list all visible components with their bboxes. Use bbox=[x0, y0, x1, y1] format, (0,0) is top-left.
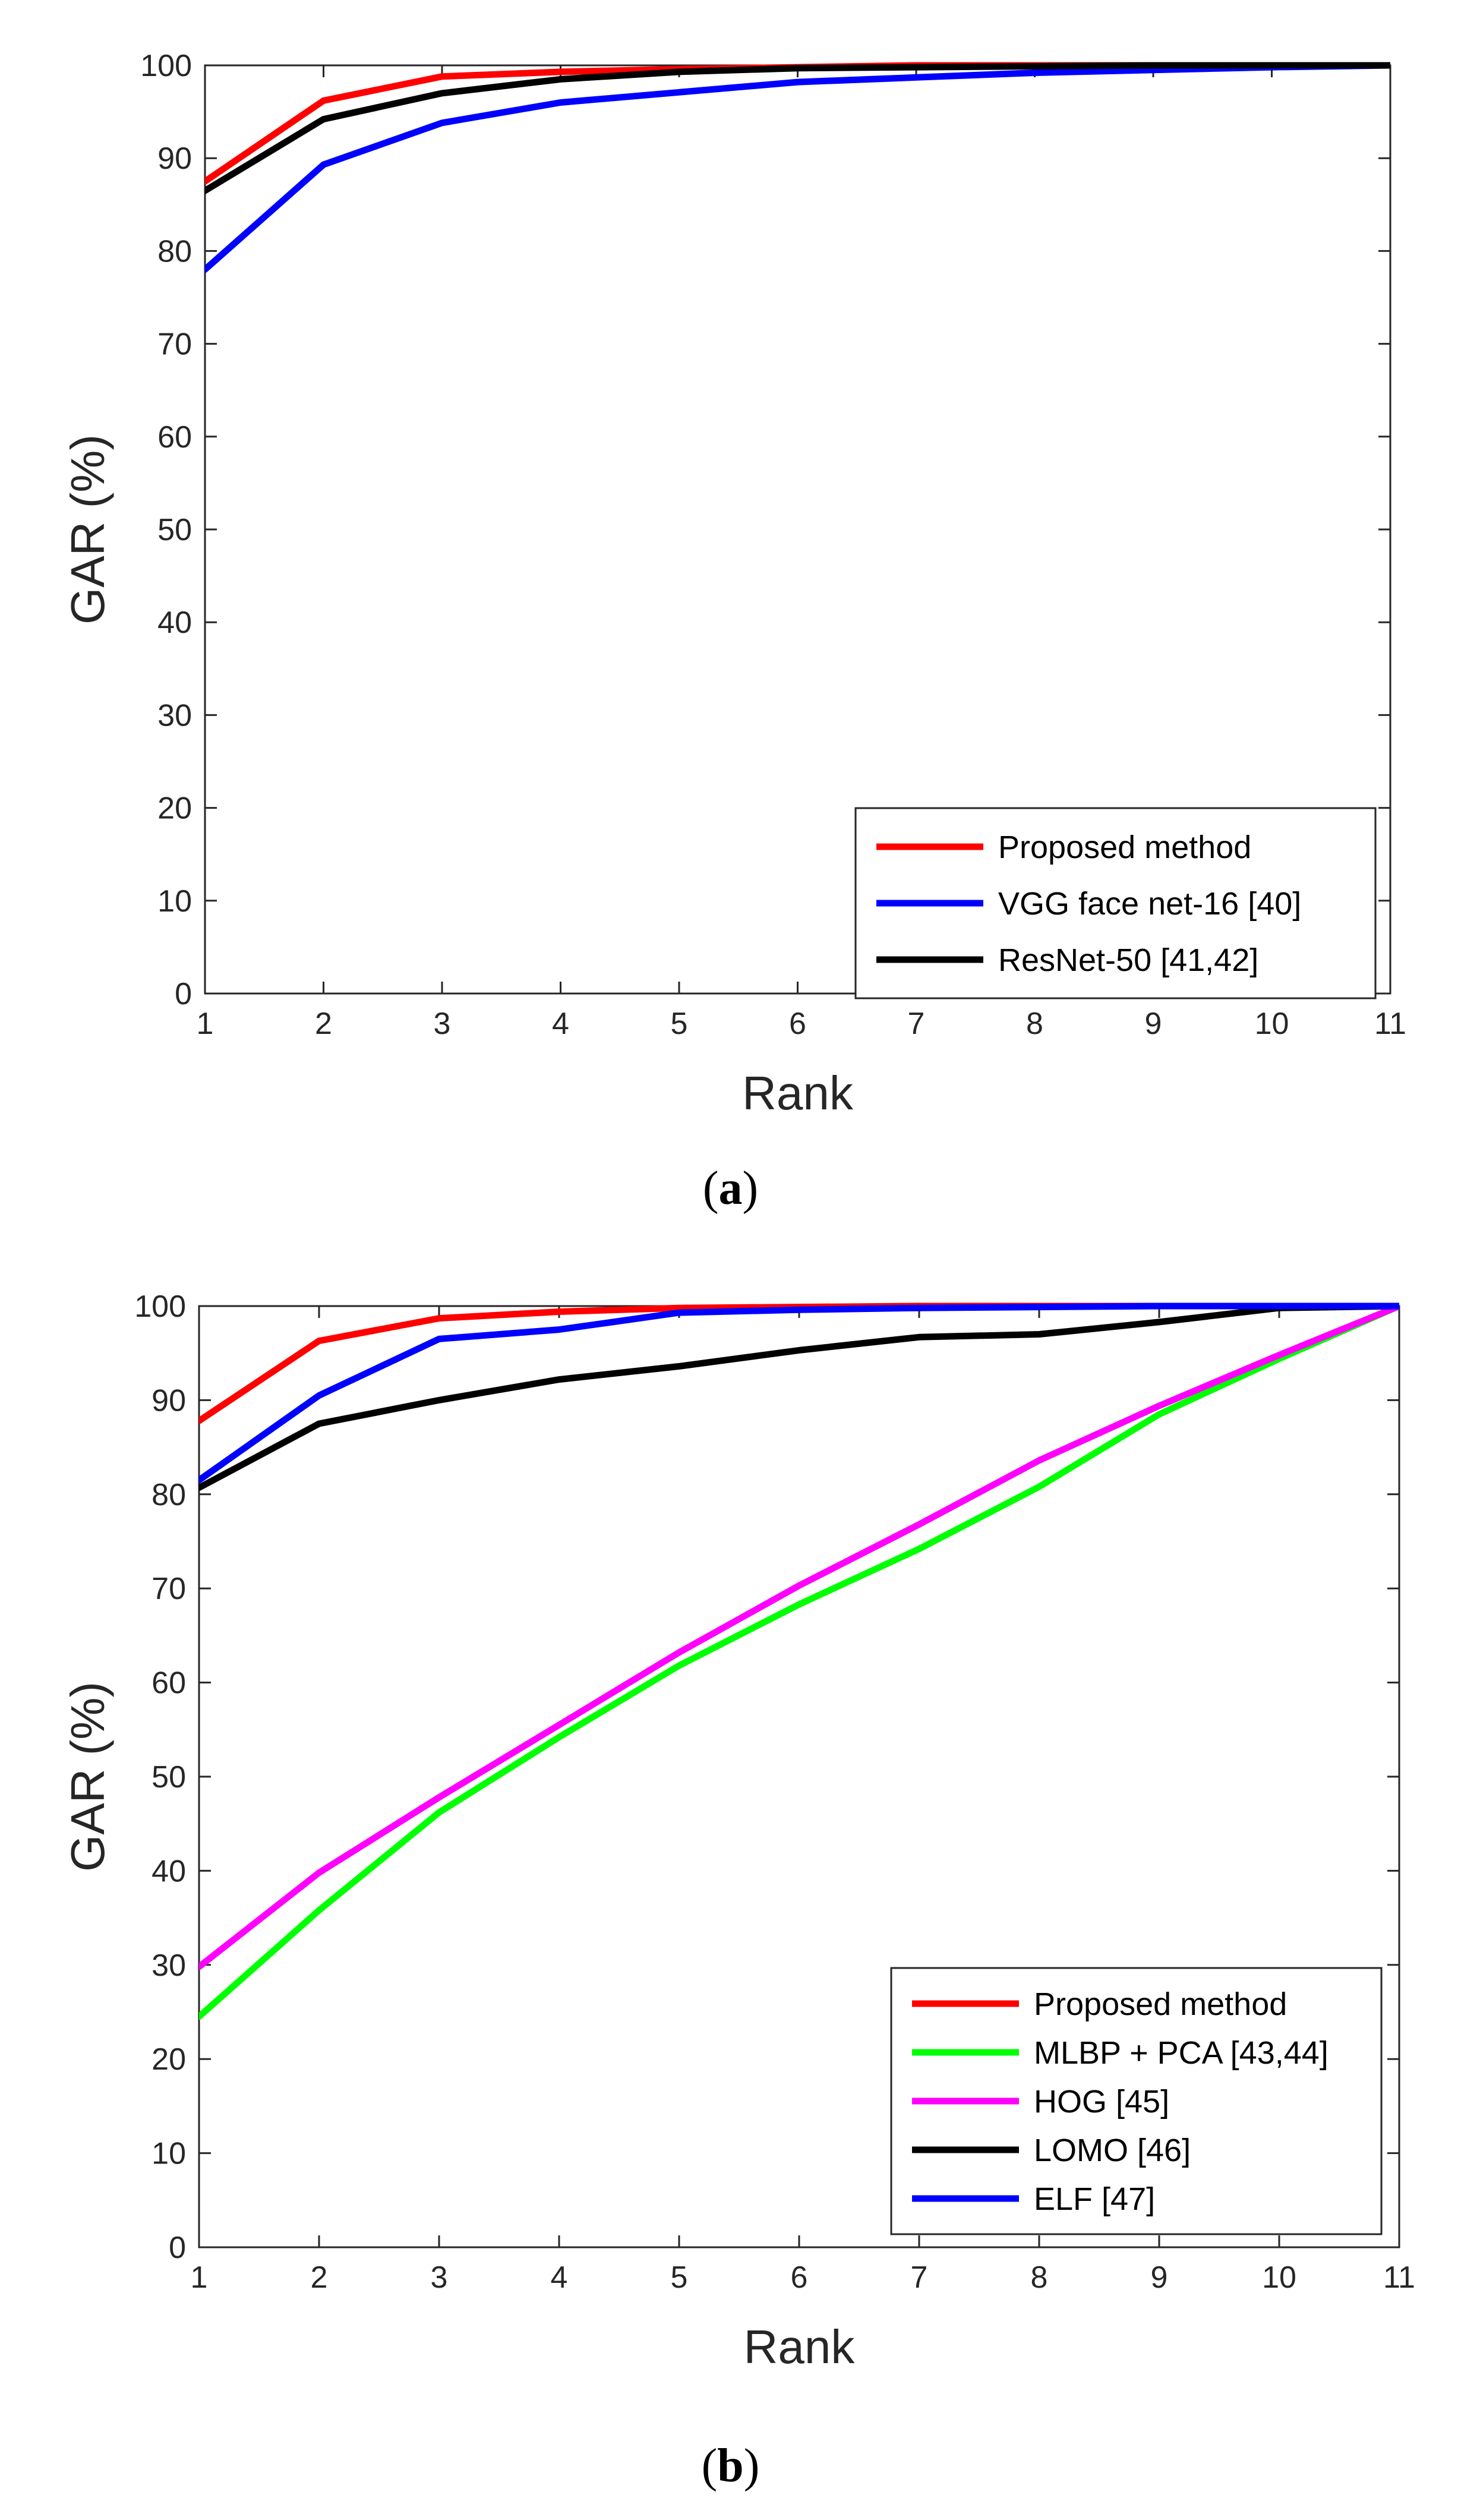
x-tick-label: 7 bbox=[908, 1007, 925, 1041]
y-tick-label: 80 bbox=[152, 1478, 186, 1512]
y-tick-label: 60 bbox=[152, 1666, 186, 1701]
x-axis-title: Rank bbox=[742, 1067, 854, 1119]
y-axis-title: GAR (%) bbox=[61, 1682, 114, 1872]
y-tick-label: 50 bbox=[157, 513, 192, 547]
x-tick-label: 2 bbox=[311, 2260, 328, 2295]
legend-label: LOMO [46] bbox=[1034, 2133, 1191, 2168]
y-tick-label: 30 bbox=[152, 1948, 186, 1983]
x-tick-label: 4 bbox=[552, 1007, 569, 1041]
x-tick-label: 11 bbox=[1374, 1007, 1406, 1041]
series-line bbox=[199, 1302, 1399, 2020]
y-tick-label: 80 bbox=[157, 234, 192, 269]
chart-b-svg: 1 2 3 4 5 6 7 8 9 10 11 0 10 20 30 40 50 60 70 80 90 100 Rank G… bbox=[61, 1289, 1415, 2373]
series-line bbox=[205, 62, 1390, 194]
y-tick-label: 60 bbox=[157, 420, 192, 455]
x-tick-label: 1 bbox=[197, 1007, 214, 1041]
series-line bbox=[199, 1302, 1399, 1970]
legend-label: VGG face net-16 [40] bbox=[998, 886, 1301, 922]
legend-label: ResNet-50 [41,42] bbox=[998, 942, 1258, 978]
legend-label: HOG [45] bbox=[1034, 2084, 1169, 2120]
y-tick-label: 10 bbox=[157, 884, 192, 919]
y-tick-label: 70 bbox=[152, 1572, 186, 1606]
y-tick-label: 10 bbox=[152, 2137, 186, 2171]
x-tick-label: 8 bbox=[1026, 1007, 1043, 1041]
x-tick-label: 1 bbox=[191, 2260, 208, 2295]
series-line bbox=[199, 1302, 1399, 1491]
y-tick-label: 100 bbox=[140, 49, 192, 83]
chart-panel-b: 1 2 3 4 5 6 7 8 9 10 11 0 10 20 30 40 50 60 70 80 90 100 Rank G… bbox=[0, 1260, 1461, 2520]
x-tick-label: 7 bbox=[911, 2260, 928, 2295]
x-tick-label: 9 bbox=[1145, 1007, 1162, 1041]
y-tick-label: 0 bbox=[175, 977, 192, 1011]
y-tick-label: 100 bbox=[134, 1289, 186, 1324]
x-tick-label: 4 bbox=[551, 2260, 568, 2295]
x-tick-label: 10 bbox=[1255, 1007, 1289, 1041]
y-tick-label: 90 bbox=[157, 141, 192, 176]
x-tick-label: 5 bbox=[671, 1007, 688, 1041]
x-tick-label: 9 bbox=[1151, 2260, 1168, 2295]
series-line bbox=[205, 62, 1390, 273]
x-tick-label: 2 bbox=[315, 1007, 332, 1041]
series-line bbox=[199, 1302, 1399, 1484]
y-tick-label: 50 bbox=[152, 1760, 186, 1794]
caption-b: (b) bbox=[701, 2440, 760, 2492]
chart-panel-a: 1 2 3 4 5 6 7 8 9 10 11 0 10 20 30 40 50 60 70 80 90 100 Rank G… bbox=[61, 49, 1406, 1215]
y-tick-label: 20 bbox=[157, 791, 192, 826]
x-tick-label: 10 bbox=[1262, 2260, 1296, 2295]
y-tick-label: 90 bbox=[152, 1383, 186, 1418]
caption-a: (a) bbox=[702, 1162, 759, 1215]
y-tick-label: 40 bbox=[152, 1854, 186, 1888]
legend-label: Proposed method bbox=[998, 830, 1251, 865]
x-tick-label: 6 bbox=[789, 1007, 806, 1041]
x-tick-label: 3 bbox=[431, 2260, 448, 2295]
chart-a-svg: 1 2 3 4 5 6 7 8 9 10 11 0 10 20 30 40 50 60 70 80 90 100 Rank G… bbox=[61, 49, 1406, 1119]
y-tick-label: 0 bbox=[169, 2231, 186, 2265]
series-group bbox=[199, 1302, 1399, 2020]
legend-label: Proposed method bbox=[1034, 1986, 1287, 2022]
x-tick-label: 8 bbox=[1031, 2260, 1048, 2295]
y-axis-title: GAR (%) bbox=[61, 434, 114, 625]
x-axis-title: Rank bbox=[744, 2320, 856, 2373]
y-tick-label: 30 bbox=[157, 698, 192, 733]
y-tick-label: 70 bbox=[157, 327, 192, 362]
legend-label: ELF [47] bbox=[1034, 2181, 1155, 2217]
x-tick-label: 6 bbox=[791, 2260, 808, 2295]
legend-label: MLBP + PCA [43,44] bbox=[1034, 2035, 1329, 2071]
x-tick-label: 3 bbox=[434, 1007, 451, 1041]
x-tick-label: 5 bbox=[671, 2260, 688, 2295]
x-tick-label: 11 bbox=[1383, 2260, 1415, 2295]
y-tick-label: 20 bbox=[152, 2042, 186, 2077]
y-tick-label: 40 bbox=[157, 605, 192, 640]
series-group bbox=[205, 62, 1390, 273]
